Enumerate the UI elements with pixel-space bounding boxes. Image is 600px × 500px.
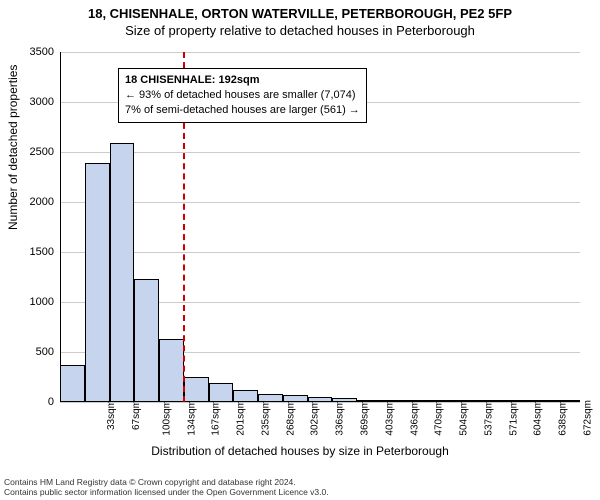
title-line-2: Size of property relative to detached ho… — [0, 23, 600, 38]
x-tick-label: 33sqm — [106, 400, 117, 430]
footer-line-2: Contains public sector information licen… — [4, 487, 329, 498]
bar — [209, 383, 234, 402]
x-tick-label: 537sqm — [483, 400, 494, 436]
x-tick-label: 369sqm — [360, 400, 371, 436]
x-tick-label: 672sqm — [582, 400, 593, 436]
annotation-box: 18 CHISENHALE: 192sqm ← 93% of detached … — [118, 68, 367, 123]
bar — [184, 377, 209, 402]
y-tick-label: 2500 — [30, 146, 60, 158]
bar — [85, 163, 110, 402]
bar — [159, 339, 184, 402]
x-tick-label: 403sqm — [384, 400, 395, 436]
x-tick-label: 67sqm — [131, 400, 142, 430]
x-tick-label: 201sqm — [236, 400, 247, 436]
y-tick-label: 1000 — [30, 296, 60, 308]
x-tick-label: 336sqm — [335, 400, 346, 436]
y-tick-label: 3000 — [30, 96, 60, 108]
annotation-line-3: 7% of semi-detached houses are larger (5… — [125, 103, 360, 118]
x-tick-label: 167sqm — [211, 400, 222, 436]
y-tick-label: 500 — [36, 346, 60, 358]
bar — [110, 143, 135, 402]
y-tick-label: 1500 — [30, 246, 60, 258]
x-tick-label: 268sqm — [285, 400, 296, 436]
plot-area: 18 CHISENHALE: 192sqm ← 93% of detached … — [60, 52, 580, 402]
title-line-1: 18, CHISENHALE, ORTON WATERVILLE, PETERB… — [0, 6, 600, 21]
x-tick-label: 302sqm — [310, 400, 321, 436]
x-tick-label: 638sqm — [558, 400, 569, 436]
bar — [60, 365, 85, 402]
footer-line-1: Contains HM Land Registry data © Crown c… — [4, 477, 329, 488]
y-axis-label: Number of detached properties — [6, 65, 20, 230]
x-tick-label: 235sqm — [261, 400, 272, 436]
x-tick-label: 604sqm — [533, 400, 544, 436]
x-axis-label: Distribution of detached houses by size … — [0, 444, 600, 458]
chart-container: Number of detached properties 18 CHISENH… — [0, 40, 600, 460]
y-tick-label: 2000 — [30, 196, 60, 208]
x-tick-label: 571sqm — [508, 400, 519, 436]
bar — [134, 279, 159, 402]
x-tick-label: 134sqm — [186, 400, 197, 436]
x-tick-label: 504sqm — [459, 400, 470, 436]
y-axis-line — [60, 52, 61, 402]
x-axis-line — [60, 401, 580, 402]
x-tick-label: 436sqm — [409, 400, 420, 436]
y-tick-label: 3500 — [30, 46, 60, 58]
x-tick-label: 100sqm — [161, 400, 172, 436]
footer-attribution: Contains HM Land Registry data © Crown c… — [4, 477, 329, 498]
x-tick-label: 470sqm — [434, 400, 445, 436]
annotation-line-1: 18 CHISENHALE: 192sqm — [125, 73, 360, 88]
y-tick-label: 0 — [48, 396, 60, 408]
annotation-line-2: ← 93% of detached houses are smaller (7,… — [125, 88, 360, 103]
